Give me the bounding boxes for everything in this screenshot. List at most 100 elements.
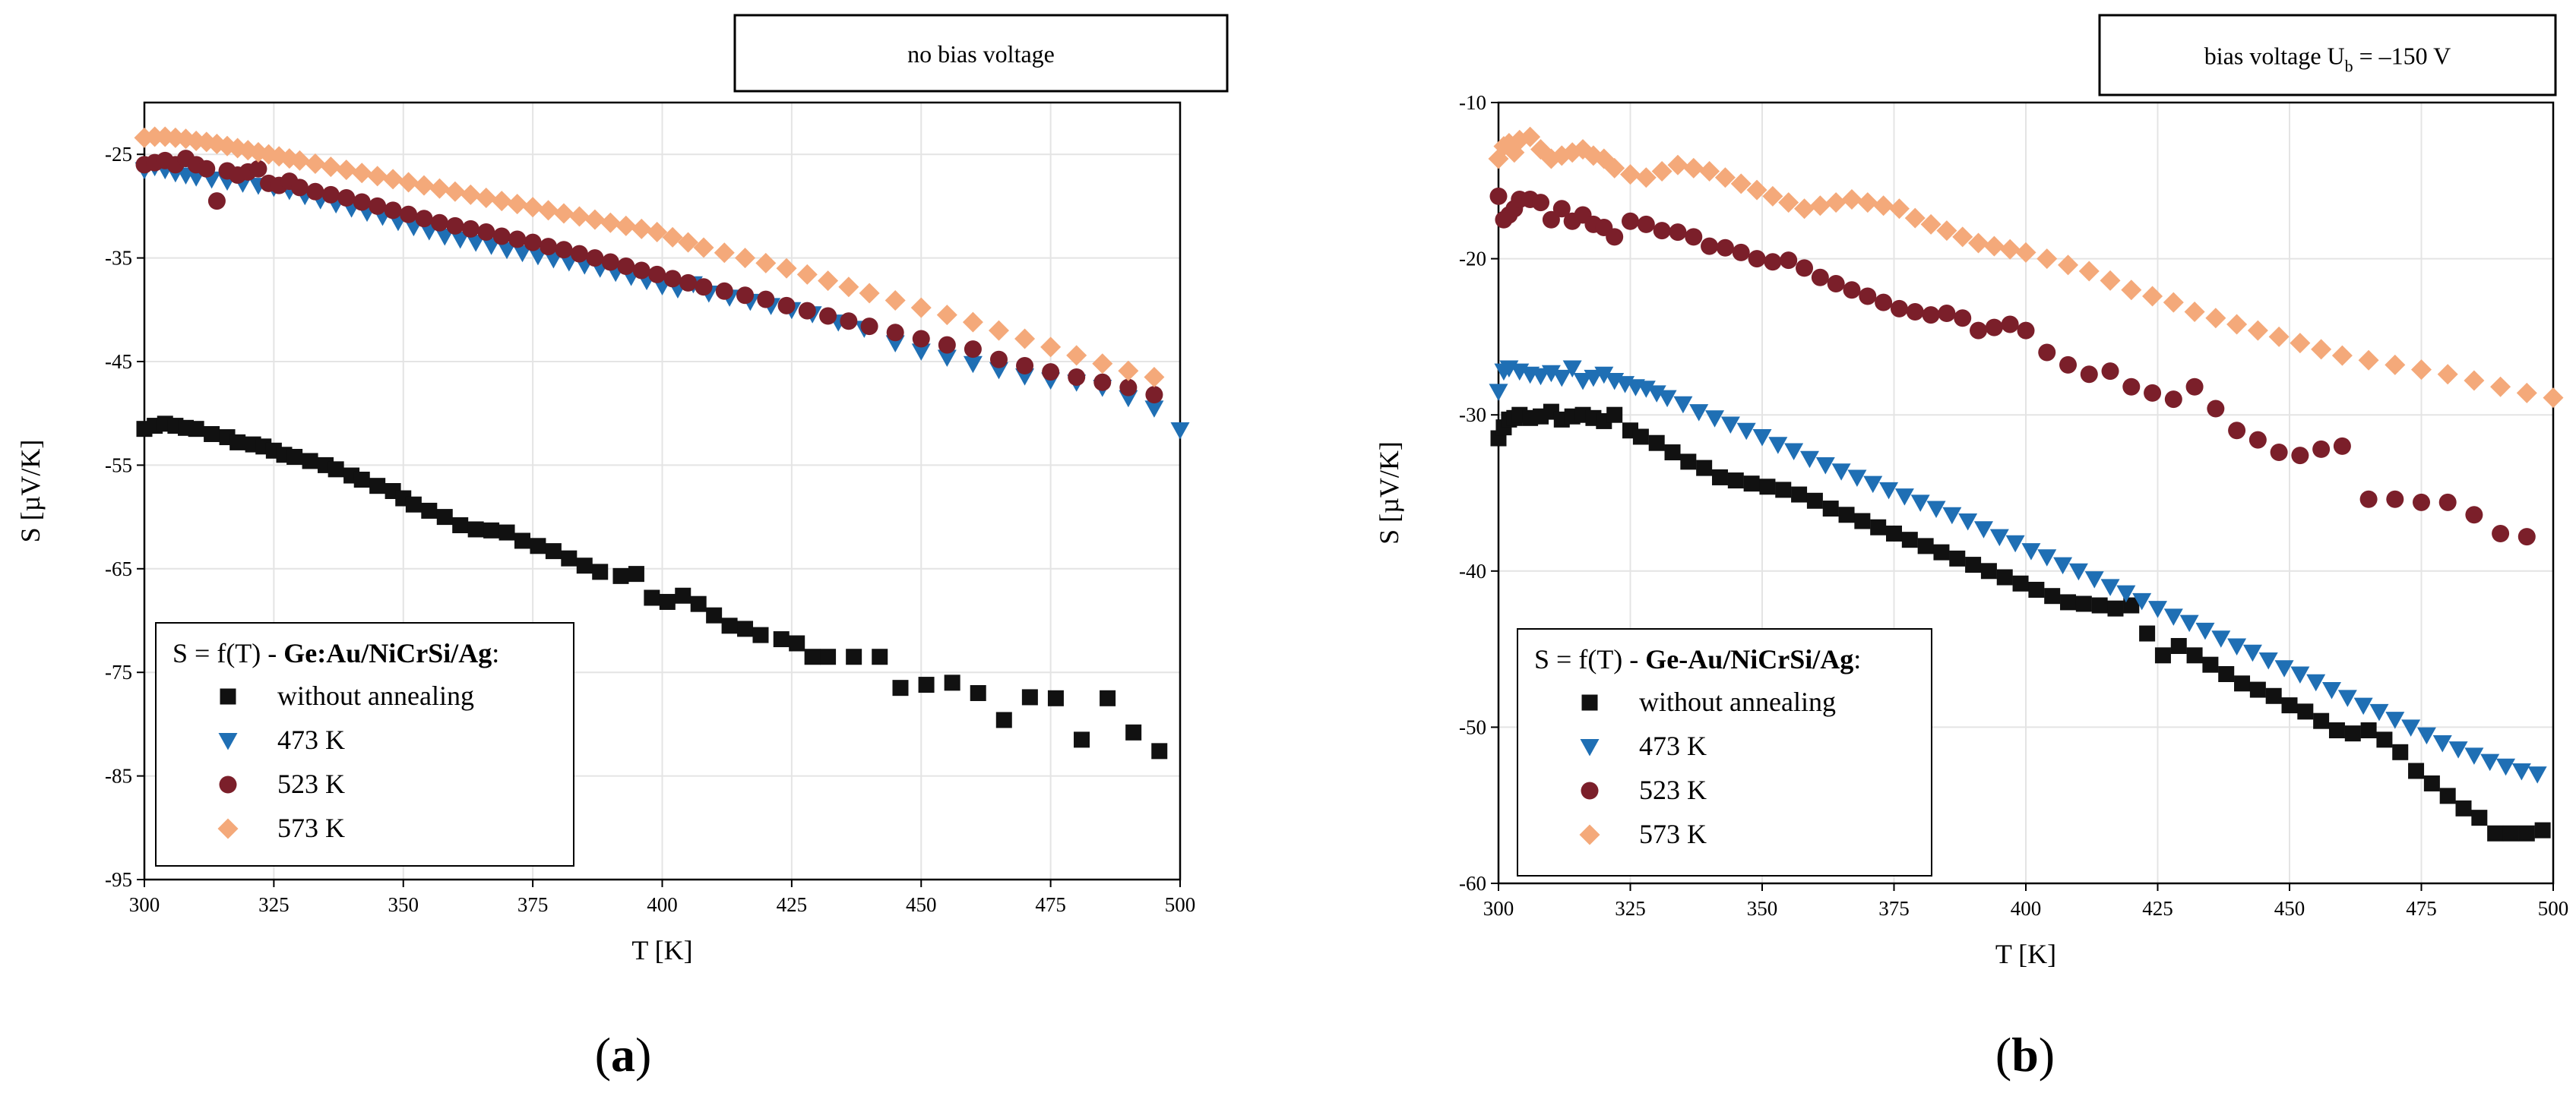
x-tick-label: 450 — [2274, 897, 2305, 920]
y-tick-label: -55 — [105, 453, 132, 476]
data-point — [789, 635, 805, 652]
data-point — [2202, 656, 2219, 673]
data-point — [555, 241, 573, 259]
data-point — [2337, 690, 2357, 707]
data-point — [514, 532, 530, 549]
data-point — [2413, 493, 2430, 511]
x-tick-label: 375 — [1878, 897, 1910, 920]
x-tick-label: 500 — [1165, 893, 1196, 916]
data-point — [1778, 192, 1799, 213]
data-point — [798, 302, 816, 320]
data-point — [1119, 378, 1138, 396]
data-point — [735, 248, 756, 269]
data-point — [1746, 179, 1767, 201]
data-point — [460, 184, 481, 205]
series-473-k — [1489, 360, 2547, 784]
data-point — [1968, 232, 1989, 254]
data-point — [507, 194, 528, 215]
data-point — [405, 496, 422, 513]
legend-label: 473 K — [277, 725, 345, 755]
data-point — [1847, 469, 1867, 487]
data-point — [1831, 463, 1851, 481]
data-point — [1520, 126, 1541, 147]
x-tick-label: 300 — [1483, 897, 1514, 920]
data-point — [860, 317, 878, 336]
data-point — [2207, 400, 2225, 418]
data-point — [2148, 601, 2167, 618]
data-point — [1894, 488, 1914, 506]
panel-label: (a) — [595, 1028, 652, 1082]
data-point — [631, 218, 652, 239]
data-point — [2268, 326, 2290, 347]
data-point — [964, 340, 982, 359]
data-point — [938, 336, 956, 354]
data-point — [1841, 188, 1862, 210]
data-point — [1144, 366, 1165, 387]
data-point — [737, 621, 754, 637]
data-point — [2502, 825, 2519, 842]
data-point — [1636, 381, 1656, 398]
data-point — [398, 172, 419, 193]
data-point — [1825, 192, 1847, 213]
annotation-text: no bias voltage — [907, 40, 1055, 68]
y-tick-label: -60 — [1459, 872, 1486, 895]
x-tick-label: 475 — [2406, 897, 2437, 920]
data-point — [1732, 243, 1750, 261]
data-point — [337, 188, 356, 207]
data-point — [944, 674, 960, 691]
data-point — [695, 278, 713, 296]
y-tick-label: -45 — [105, 350, 132, 373]
data-point — [1996, 569, 2013, 586]
data-point — [461, 220, 479, 238]
data-point — [1673, 396, 1693, 414]
data-point — [1906, 303, 1924, 321]
data-point — [1759, 479, 1776, 495]
legend-label: 523 K — [1639, 775, 1707, 805]
data-point — [306, 182, 324, 201]
data-point — [1074, 731, 1090, 748]
data-point — [2331, 345, 2353, 366]
data-point — [773, 631, 790, 648]
data-point — [663, 270, 682, 288]
data-point — [2258, 652, 2278, 670]
data-point — [995, 712, 1012, 728]
data-point — [429, 178, 450, 199]
data-point — [693, 237, 714, 258]
data-point — [1489, 384, 1508, 401]
data-point — [369, 478, 386, 494]
data-point — [2021, 543, 2041, 561]
data-point — [1764, 253, 1782, 271]
data-point — [2274, 660, 2294, 678]
data-point — [1040, 336, 1062, 358]
data-point — [400, 205, 418, 223]
data-point — [1664, 444, 1681, 461]
data-point — [820, 649, 837, 665]
data-point — [2322, 682, 2342, 700]
data-point — [1838, 507, 1855, 523]
data-point — [628, 566, 644, 583]
data-point — [886, 324, 904, 342]
data-point — [2518, 825, 2535, 842]
data-point — [2408, 763, 2425, 779]
data-point — [2218, 665, 2235, 682]
data-point — [1926, 501, 1946, 519]
data-point — [1705, 410, 1725, 428]
data-point — [872, 649, 888, 665]
data-point — [1170, 422, 1190, 440]
legend-title: S = f(T) - Ge-Au/NiCrSi/Ag: — [1534, 644, 1861, 674]
data-point — [1736, 422, 1756, 441]
data-point — [706, 607, 723, 624]
data-point — [1100, 690, 1116, 706]
data-point — [2455, 800, 2472, 817]
data-point — [188, 421, 204, 438]
data-point — [1989, 529, 2009, 547]
data-point — [1809, 195, 1831, 216]
data-point — [1145, 386, 1163, 404]
legend-marker — [219, 776, 237, 794]
data-point — [451, 232, 470, 249]
x-tick-label: 425 — [2142, 897, 2173, 920]
y-tick-label: -25 — [105, 143, 132, 166]
data-point — [2265, 687, 2282, 704]
data-point — [1016, 356, 1034, 374]
